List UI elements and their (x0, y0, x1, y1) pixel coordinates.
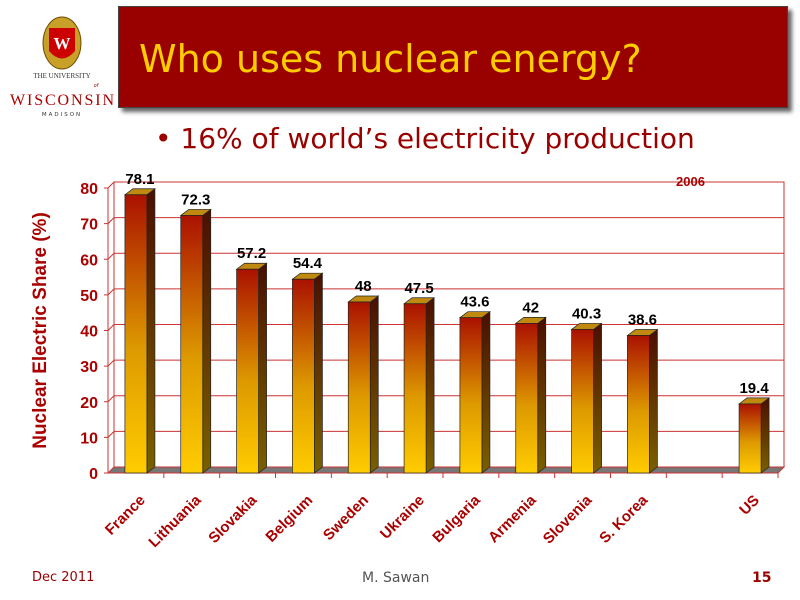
bar-side (369, 295, 379, 474)
bar-side (202, 208, 212, 474)
data-label: 42 (522, 299, 539, 316)
y-tick-label: 20 (80, 395, 98, 412)
bar (403, 303, 427, 474)
bar-side (537, 316, 547, 474)
bar-side (649, 328, 658, 474)
gridline (107, 288, 784, 296)
bar (236, 268, 259, 474)
x-tick-label: Ukraine (377, 492, 428, 543)
bar-chart: 0 10 20 30 40 50 60 70 80 Nuclear Electric Share … (30, 171, 786, 551)
y-tick-label: 30 (80, 359, 98, 376)
y-tick-label: 40 (80, 324, 98, 341)
bar (459, 317, 483, 474)
data-label: 54.4 (293, 255, 323, 272)
logo-line2: WISCONSIN (10, 92, 114, 109)
y-tick-label: 70 (80, 217, 98, 234)
footer-author: M. Sawan (362, 570, 430, 586)
bar (180, 215, 204, 474)
data-label: 19.4 (739, 380, 769, 397)
bar-side (314, 272, 323, 474)
data-label: 48 (355, 278, 372, 295)
data-label: 43.6 (460, 294, 489, 311)
x-tick-label: France (102, 492, 149, 539)
bar (347, 301, 371, 474)
bar-side (425, 297, 435, 474)
x-tick-label: Bulgaria (429, 491, 484, 546)
gridline (107, 217, 784, 224)
gridline (107, 430, 784, 438)
svg-text:W: W (54, 34, 71, 53)
bullet-point: • 16% of world’s electricity production (155, 122, 695, 155)
bar (515, 323, 539, 474)
x-tick-label: Lithuania (145, 491, 205, 551)
title-bar: Who uses nuclear energy? (118, 6, 788, 108)
gridline (107, 181, 784, 189)
data-label: 72.3 (181, 191, 210, 208)
y-tick-label: 50 (80, 288, 98, 305)
data-label: 40.3 (572, 305, 601, 322)
bar-side (258, 262, 267, 474)
y-tick-label: 80 (80, 181, 98, 198)
data-label: 78.1 (125, 171, 154, 188)
x-tick-label: Slovakia (205, 491, 261, 547)
bar (124, 194, 148, 474)
footer-date: Dec 2011 (32, 570, 95, 585)
y-axis-label: Nuclear Electric Share (%) (30, 212, 51, 449)
y-tick-label: 10 (80, 430, 98, 447)
logo-line1: THE UNIVERSITY (33, 72, 90, 80)
data-label: 57.2 (237, 245, 266, 262)
bar (571, 329, 594, 474)
gridline (107, 252, 784, 260)
data-label: 38.6 (628, 311, 657, 328)
bar-side (760, 397, 770, 474)
x-tick-label: Belgium (262, 492, 316, 546)
slide-title: Who uses nuclear energy? (139, 37, 642, 81)
logo-line3: MADISON (42, 112, 82, 118)
gridline (107, 324, 784, 331)
bar (292, 278, 315, 474)
bar-side (481, 310, 491, 474)
x-tick-label: Armenia (485, 491, 540, 546)
x-tick-label: Slovenia (540, 491, 596, 547)
y-tick-label: 60 (80, 252, 98, 269)
data-label: 47.5 (404, 280, 433, 297)
y-tick-label: 0 (89, 466, 98, 483)
x-tick-label: US (736, 492, 763, 519)
bar-side (146, 188, 156, 474)
gridline (107, 359, 784, 367)
gridline (107, 395, 784, 403)
bar-side (593, 322, 602, 474)
bullet-text: 16% of world’s electricity production (180, 122, 695, 155)
bar (627, 335, 650, 474)
x-tick-label: S. Korea (596, 491, 652, 547)
logo-of: of (94, 83, 100, 89)
university-logo: W THE UNIVERSITY of WISCONSIN MADISON (10, 16, 114, 118)
bar (738, 403, 762, 474)
page-number: 15 (752, 570, 772, 586)
x-tick-label: Sweden (320, 492, 372, 544)
year-annotation: 2006 (676, 174, 705, 189)
